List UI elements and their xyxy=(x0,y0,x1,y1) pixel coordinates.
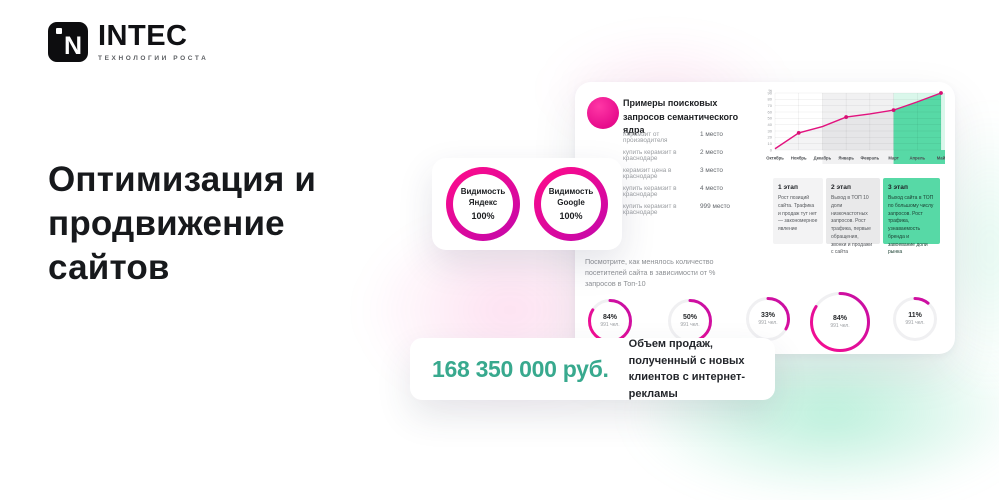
svg-text:60: 60 xyxy=(768,109,773,114)
svg-text:Март: Март xyxy=(888,156,898,161)
visibility-label: Видимость xyxy=(548,187,594,197)
query-position: 999 место xyxy=(700,203,730,210)
donut-value: 84% xyxy=(832,315,847,323)
queries-bullet-icon xyxy=(587,97,619,129)
queries-title: Примеры поисковых запросов семантическог… xyxy=(623,98,739,135)
svg-text:90: 90 xyxy=(768,90,773,95)
svg-text:40: 40 xyxy=(768,122,773,127)
query-position: 3 место xyxy=(700,167,723,174)
stage-title: 3 этап xyxy=(888,184,908,191)
query-row: купить керамзит в краснодаре 4 место xyxy=(623,185,783,199)
sales-card: 168 350 000 руб. Объем продаж, полученны… xyxy=(410,338,775,400)
query-row: купить керамзит в краснодаре 2 место xyxy=(623,149,783,163)
donut-label: 84% 991 чел. xyxy=(809,291,871,353)
stage-title: 2 этап xyxy=(831,184,851,191)
donut-value: 84% xyxy=(602,314,617,322)
page-title-line: сайтов xyxy=(48,248,170,288)
donut-ring xyxy=(810,292,870,352)
svg-text:20: 20 xyxy=(768,135,773,140)
visibility-card: Видимость Яндекс 100% Видимость Google 100% xyxy=(432,158,622,250)
stage-box: 2 этап Выход в ТОП 10 доли низкочастотных… xyxy=(826,178,880,255)
query-row: керамзит цена в краснодаре 3 место xyxy=(623,167,783,181)
stage-text: Рост позиций сайта. Трафика и продаж тут… xyxy=(778,195,818,232)
dashboard-card: Примеры поисковых запросов семантическог… xyxy=(575,82,955,354)
svg-text:0: 0 xyxy=(770,147,773,152)
sales-description: Объем продаж, полученный с новых клиенто… xyxy=(628,338,746,400)
logo-dot xyxy=(56,28,62,34)
intec-logo-icon: N xyxy=(48,22,88,62)
visibility-label: Видимость xyxy=(460,187,506,197)
query-text: купить керамзит в краснодаре xyxy=(623,185,677,199)
donut-value: 33% xyxy=(760,312,775,320)
queries-list: Керамзит от производителя 1 место купить к… xyxy=(623,131,783,217)
donut-label: 33% 991 чел. xyxy=(745,296,791,342)
svg-text:Декабрь: Декабрь xyxy=(814,156,832,161)
visibility-ring: Видимость Яндекс 100% xyxy=(446,167,520,241)
stage-text: Выход в ТОП 10 доли низкочастотных запро… xyxy=(831,195,872,256)
donut-people: 991 чел. xyxy=(905,320,925,327)
query-position: 2 место xyxy=(700,149,723,156)
stage-box: 1 этап Рост позиций сайта. Трафика и прод… xyxy=(773,178,823,244)
donut-label: 50% 991 чел. xyxy=(667,298,713,344)
query-position: 4 место xyxy=(700,185,723,192)
sales-amount: 168 350 000 руб. xyxy=(432,355,609,382)
query-position: 1 место xyxy=(700,131,723,138)
donut-people: 991 чел. xyxy=(680,322,700,329)
query-row: Керамзит от производителя 1 место xyxy=(623,131,783,145)
donut-people: 991 чел. xyxy=(758,320,778,327)
visibility-ring-label: Видимость Яндекс 100% xyxy=(453,174,513,234)
search-engine-label: Яндекс xyxy=(468,198,498,207)
query-row: купить керамзит в краснодаре 999 место xyxy=(623,203,783,217)
query-text: купить керамзит в краснодаре xyxy=(623,203,677,217)
svg-text:Апрель: Апрель xyxy=(909,156,925,161)
page-title-line: продвижение xyxy=(48,204,285,244)
visibility-ring-label: Видимость Google 100% xyxy=(541,174,601,234)
donut-gauge: 11% 991 чел. xyxy=(892,296,938,342)
brand-tagline: ТЕХНОЛОГИИ РОСТА xyxy=(98,55,209,62)
query-text: керамзит цена в краснодаре xyxy=(623,167,672,181)
svg-text:70: 70 xyxy=(768,103,773,108)
logo-text: INTEC ТЕХНОЛОГИИ РОСТА xyxy=(98,20,209,63)
svg-text:50: 50 xyxy=(768,116,773,121)
page-title-line: Оптимизация и xyxy=(48,160,317,199)
page-title: Оптимизация и продвижение сайтов xyxy=(48,158,316,290)
svg-text:10: 10 xyxy=(768,141,773,146)
svg-text:30: 30 xyxy=(768,128,773,133)
donut-people: 991 чел. xyxy=(600,322,620,329)
stages-row: 1 этап Рост позиций сайта. Трафика и прод… xyxy=(773,178,940,255)
svg-text:Октябрь: Октябрь xyxy=(766,156,784,161)
stage-title: 1 этап xyxy=(778,184,798,191)
visibility-value: 100% xyxy=(559,210,583,221)
donut-gauge: 84% 991 чел. xyxy=(809,291,871,353)
donut-people: 991 чел. xyxy=(830,323,850,330)
svg-text:Ноябрь: Ноябрь xyxy=(791,156,807,161)
visibility-value: 100% xyxy=(471,210,495,221)
svg-text:%: % xyxy=(768,88,772,93)
logo-letter: N xyxy=(63,32,82,60)
visibility-ring: Видимость Google 100% xyxy=(534,167,608,241)
brand-name: INTEC xyxy=(98,20,188,52)
visitors-note: Посмотрите, как менялось количество посе… xyxy=(585,257,716,289)
logo-link[interactable]: N INTEC ТЕХНОЛОГИИ РОСТА xyxy=(48,22,208,62)
donut-ring xyxy=(893,297,937,341)
search-engine-label: Google xyxy=(557,198,585,207)
svg-text:80: 80 xyxy=(768,97,773,102)
svg-text:Февраль: Февраль xyxy=(861,156,880,161)
svg-text:Май: Май xyxy=(937,156,945,161)
donut-label: 84% 991 чел. xyxy=(587,298,633,344)
query-text: Керамзит от производителя xyxy=(623,131,668,145)
stage-text: Выход сайта в ТОП по большому числу запр… xyxy=(888,195,934,256)
donut-value: 50% xyxy=(682,314,697,322)
query-text: купить керамзит в краснодаре xyxy=(623,149,677,163)
donut-value: 11% xyxy=(908,312,922,320)
donut-label: 11% 991 чел. xyxy=(892,296,938,342)
svg-text:Январь: Январь xyxy=(838,156,854,161)
stage-box: 3 этап Выход сайта в ТОП по большому числ… xyxy=(883,178,940,255)
